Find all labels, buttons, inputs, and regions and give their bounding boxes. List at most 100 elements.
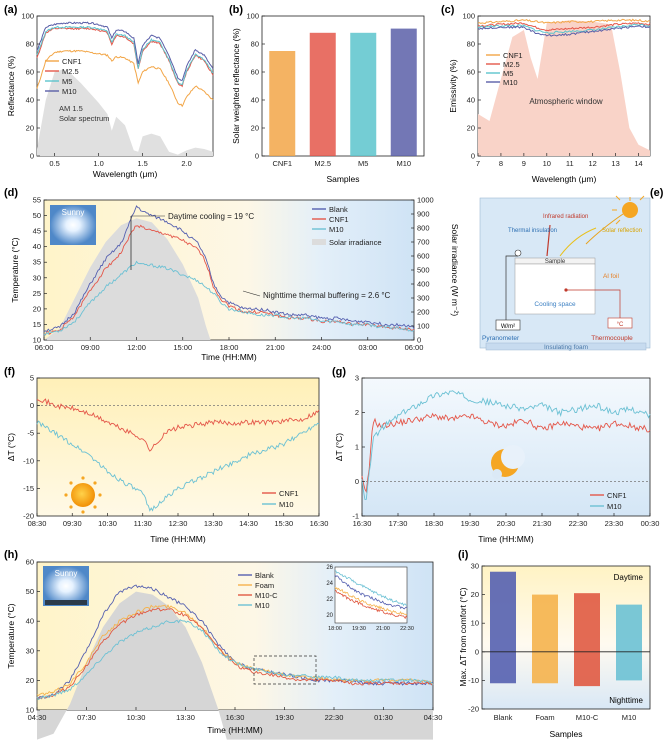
y-tick-label: 20 (26, 124, 34, 133)
x-tick-label: 00:30 (641, 519, 660, 528)
y-tick-label: 20 (33, 304, 41, 313)
panel-d-x-label: Time (HH:MM) (201, 352, 257, 362)
pyranometer-wire (505, 255, 518, 320)
x-tick-label: 12:30 (169, 519, 188, 528)
series-line-M10 (43, 260, 415, 336)
panel-h-y-label: Temperature (°C) (6, 603, 16, 668)
series-line-M10-C (36, 607, 434, 700)
y-tick-label: 60 (26, 68, 34, 77)
panel-g: (g) -1 0 1 2 3 16:30 17:30 18:30 19:30 20:30 21:30… (332, 366, 659, 544)
x-tick-label: 8 (499, 159, 503, 168)
daytime-label: Daytime (614, 573, 644, 582)
y-tick-label: 60 (26, 558, 34, 567)
panel-d-sunny-badge: Sunny (50, 205, 96, 245)
panel-h-solar-irradiance-area (37, 591, 433, 740)
panel-g-series (361, 390, 651, 500)
panel-a-axes: 0 20 40 60 80 100 0.5 1.0 1.5 2.0 (21, 12, 191, 169)
y-tick-label: 5 (30, 374, 34, 383)
x-tick-label: 09:30 (63, 519, 82, 528)
legend-entry: M10 (62, 87, 77, 96)
panel-d-label: (d) (4, 187, 18, 199)
series-line-CNF1 (36, 49, 214, 108)
x-tick-label: 22:30 (569, 519, 588, 528)
daytime-cooling-annotation: Daytime cooling = 19 °C (168, 212, 254, 221)
panel-g-label: (g) (332, 366, 346, 378)
y-tick-label: 40 (251, 96, 259, 105)
x-tick-label: 23:30 (605, 519, 624, 528)
panel-i-axes: -20 -10 0 10 20 30 (468, 562, 485, 714)
bar-night-M10-C (574, 651, 600, 687)
sunny-photo-icon (43, 566, 89, 606)
y-tick-label: 10 (471, 619, 479, 628)
y-tick-label: -20 (468, 705, 479, 714)
y-tick-label: -10 (468, 676, 479, 685)
bar-M2.5 (309, 32, 336, 156)
panel-b-x-label: Samples (326, 174, 359, 184)
y-tick-label: 50 (33, 211, 41, 220)
y-tick-label: 100 (21, 12, 34, 21)
panel-c-atmospheric-window (478, 20, 650, 157)
panel-g-axes: -1 0 1 2 3 16:30 17:30 18:30 19:30 20:30 21:30 22:3… (352, 374, 659, 529)
insulating-foam-label: Insulating foam (544, 344, 588, 351)
bar-day-M10-C (574, 593, 600, 652)
y-tick-label: 40 (26, 617, 34, 626)
x-tick-label: 18:00 (220, 343, 239, 352)
series-line-M2.5 (478, 21, 651, 32)
inset-line-M10 (334, 570, 408, 607)
panel-g-y-label: ΔT (°C) (334, 433, 344, 461)
moon-icon (491, 445, 525, 479)
y2-tick-label: 300 (417, 294, 430, 303)
y-tick-label: 20 (251, 124, 259, 133)
bar-M5 (350, 32, 377, 156)
panel-g-legend: CNF1 M10 (590, 491, 627, 511)
bar-M10 (390, 28, 417, 157)
cooling-space-label: Cooling space (534, 301, 576, 308)
y-tick-label: 40 (33, 242, 41, 251)
legend-entry: CNF1 (503, 51, 523, 60)
legend-entry: CNF1 (62, 57, 82, 66)
y-tick-label: 10 (33, 336, 41, 345)
panel-i-label: (i) (458, 549, 469, 561)
bar-night-Foam (532, 651, 558, 684)
inset-plot-area (334, 566, 408, 624)
x-tick-label: 24:00 (312, 343, 331, 352)
x-tick-label: 9 (522, 159, 526, 168)
panel-d-solar-irradiance-area (44, 218, 414, 340)
y2-tick-label: 500 (417, 266, 430, 275)
category-label: Blank (494, 713, 513, 722)
y-tick-label: 40 (467, 96, 475, 105)
x-tick-label: 16:30 (353, 519, 372, 528)
bar-day-Blank (490, 571, 516, 652)
series-line-M10 (36, 420, 320, 512)
legend-entry: M10 (279, 500, 294, 509)
x-tick-label: 22:30 (325, 713, 344, 722)
panel-i: (i) Blank Foam M10-C M10 -20 -10 0 10 20 30 Dayt… (458, 549, 651, 739)
inset-x-tick-label: 18:00 (328, 626, 342, 632)
panel-b: (b) CNF1 M2.5 M5 M10 0 20 40 60 80 100 Samples S… (229, 4, 425, 184)
solar-irradiance-area (44, 218, 414, 340)
infrared-label: Infrared radiation (543, 214, 588, 220)
legend-entry: Blank (329, 205, 348, 214)
legend-entry: M10-C (255, 591, 278, 600)
y-tick-label: -10 (23, 456, 34, 465)
x-tick-label: 17:30 (389, 519, 408, 528)
x-tick-label: 1.0 (93, 159, 103, 168)
x-tick-label: 01:30 (374, 713, 393, 722)
x-tick-label: 16:30 (226, 713, 245, 722)
inset-line-Foam (334, 586, 408, 616)
y-tick-label: 0 (30, 401, 34, 410)
panel-e-schematic: (e) Solar reflection Infrared radiation … (479, 187, 664, 351)
inset-y-tick-label: 24 (326, 581, 333, 587)
x-tick-label: 03:00 (358, 343, 377, 352)
inset-x-tick-label: 22:30 (400, 626, 414, 632)
y-tick-label: 60 (467, 68, 475, 77)
deg-c-label: °C (617, 322, 624, 328)
x-tick-label: 11 (566, 159, 574, 168)
legend-entry: M2.5 (503, 60, 520, 69)
panel-f-y-label: ΔT (°C) (6, 433, 16, 461)
legend-entry: M10 (503, 78, 518, 87)
thermal-insulation-label: Thermal insulation (508, 228, 557, 234)
y-tick-label: 2 (355, 408, 359, 417)
x-tick-label: 20:30 (497, 519, 516, 528)
